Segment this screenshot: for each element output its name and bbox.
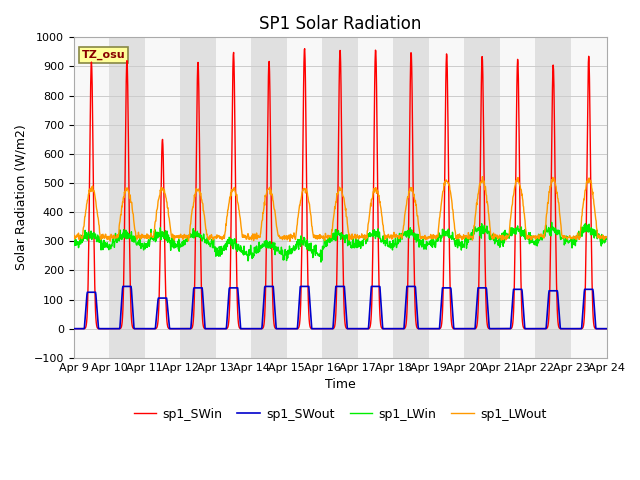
sp1_LWout <box>603 234 611 240</box>
sp1_LWout <box>493 232 500 238</box>
sp1_LWout <box>248 233 255 239</box>
Legend: sp1_SWin, sp1_SWout, sp1_LWin, sp1_LWout: sp1_SWin, sp1_SWout, sp1_LWin, sp1_LWout <box>129 403 552 425</box>
Line: sp1_LWin: sp1_LWin <box>74 222 607 262</box>
sp1_SWout <box>493 326 500 332</box>
sp1_SWin <box>603 326 611 332</box>
Line: sp1_LWout: sp1_LWout <box>74 177 607 241</box>
Bar <box>465 37 500 358</box>
Bar <box>109 37 145 358</box>
Line: sp1_SWout: sp1_SWout <box>74 287 607 329</box>
sp1_LWin <box>423 243 431 249</box>
sp1_SWin <box>188 324 196 330</box>
sp1_LWout <box>286 239 294 244</box>
Bar <box>252 37 287 358</box>
sp1_LWout <box>540 235 548 241</box>
sp1_SWin <box>493 326 500 332</box>
sp1_SWout <box>176 326 184 332</box>
sp1_SWout <box>540 326 547 332</box>
sp1_LWin <box>175 248 183 254</box>
Title: SP1 Solar Radiation: SP1 Solar Radiation <box>259 15 421 33</box>
sp1_SWin <box>70 326 77 332</box>
sp1_LWin <box>70 241 77 247</box>
sp1_SWin <box>248 326 255 332</box>
Bar <box>394 37 429 358</box>
sp1_LWout <box>479 174 486 180</box>
Y-axis label: Solar Radiation (W/m2): Solar Radiation (W/m2) <box>15 125 28 270</box>
sp1_SWin <box>540 326 547 332</box>
sp1_SWout <box>119 284 127 289</box>
Bar <box>536 37 571 358</box>
sp1_LWout <box>188 207 196 213</box>
Line: sp1_SWin: sp1_SWin <box>74 48 607 329</box>
Text: TZ_osu: TZ_osu <box>82 50 125 60</box>
sp1_SWout <box>70 326 77 332</box>
sp1_SWout <box>423 326 431 332</box>
sp1_LWin <box>317 259 325 265</box>
sp1_LWin <box>540 228 547 234</box>
Bar <box>180 37 216 358</box>
X-axis label: Time: Time <box>324 378 355 391</box>
sp1_SWin <box>423 326 431 332</box>
sp1_LWout <box>70 233 77 239</box>
sp1_LWout <box>175 232 183 238</box>
sp1_LWin <box>188 232 196 238</box>
sp1_SWout <box>603 326 611 332</box>
sp1_LWin <box>248 254 255 260</box>
sp1_SWin <box>301 46 308 51</box>
sp1_LWin <box>603 236 611 242</box>
sp1_SWout <box>189 302 196 308</box>
sp1_LWout <box>423 234 431 240</box>
Bar <box>323 37 358 358</box>
sp1_SWin <box>175 326 183 332</box>
sp1_SWout <box>248 326 256 332</box>
sp1_LWin <box>548 219 556 225</box>
sp1_LWin <box>493 239 500 244</box>
